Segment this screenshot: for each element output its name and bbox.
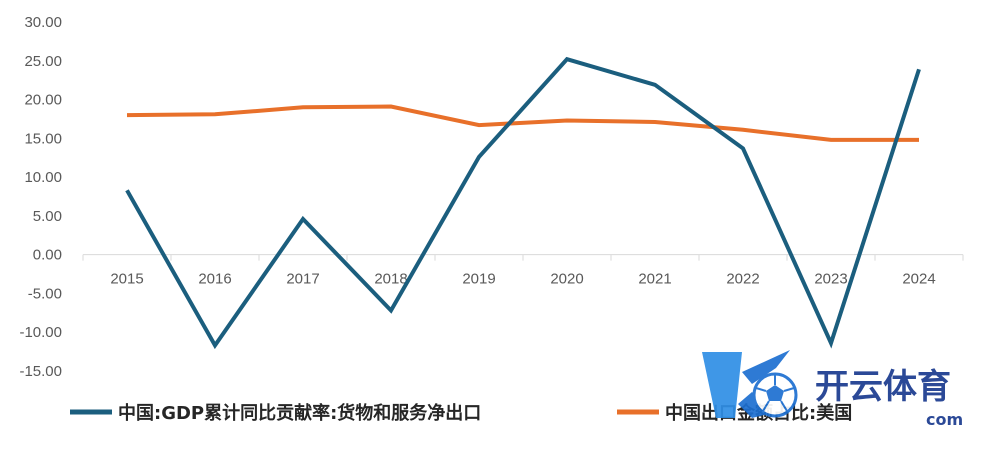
y-tick-label: 20.00	[24, 92, 62, 109]
x-tick-label: 2015	[110, 271, 143, 288]
y-tick-label: -10.00	[19, 324, 62, 341]
legend-label-series-1: 中国:GDP累计同比贡献率:货物和服务净出口	[118, 402, 481, 424]
y-tick-label: 15.00	[24, 130, 62, 147]
series-lines	[125, 56, 921, 350]
x-tick-label: 2021	[638, 271, 671, 288]
x-tick-label: 2022	[726, 271, 759, 288]
x-axis: 2015 2016 2017 2018 2019 2020 2021 2022 2023 2024	[82, 254, 964, 288]
y-tick-label: 10.00	[24, 169, 62, 186]
soccer-ball-k-logo-icon	[702, 350, 798, 418]
watermark: 开云体育 com	[702, 350, 963, 429]
y-axis-ticks: 30.00 25.00 20.00 15.00 10.00 5.00 0.00 -5.00 -1…	[19, 14, 62, 380]
series-line-2	[126, 104, 919, 142]
watermark-brand: 开云体育	[815, 367, 951, 407]
series-line-1	[125, 56, 921, 350]
y-tick-label: 30.00	[24, 14, 62, 31]
x-tick-label: 2017	[286, 271, 319, 288]
legend: 中国:GDP累计同比贡献率:货物和服务净出口 中国出口金额占比:美国	[70, 402, 852, 424]
x-tick-label: 2024	[902, 271, 935, 288]
y-tick-label: -5.00	[28, 285, 62, 302]
y-tick-label: 5.00	[33, 208, 62, 225]
x-tick-label: 2019	[462, 271, 495, 288]
x-tick-label: 2023	[814, 271, 847, 288]
y-tick-label: 0.00	[33, 247, 62, 264]
y-tick-label: -15.00	[19, 363, 62, 380]
x-tick-label: 2020	[550, 271, 583, 288]
watermark-sub: com	[926, 410, 963, 429]
y-tick-label: 25.00	[24, 53, 62, 70]
x-tick-label: 2016	[198, 271, 231, 288]
x-tick-label: 2018	[374, 271, 407, 288]
